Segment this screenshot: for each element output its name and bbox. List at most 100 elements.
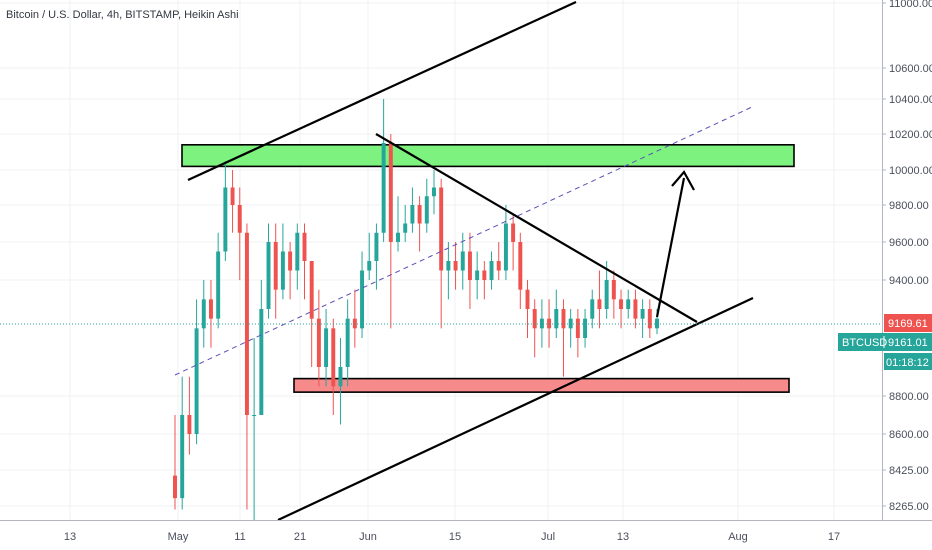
candle-body — [173, 475, 177, 499]
candle-body — [396, 232, 400, 242]
candle-body — [633, 299, 638, 319]
y-tick-label: 9800.00 — [889, 200, 929, 212]
x-tick-label: 13 — [64, 531, 76, 543]
candle-body — [223, 187, 228, 252]
candle-body — [259, 309, 264, 415]
y-tick-label: 11000.00 — [889, 0, 932, 10]
candle-body — [475, 270, 480, 280]
candle-body — [554, 309, 559, 329]
x-tick-label: 13 — [617, 531, 629, 543]
candle-body — [424, 196, 429, 224]
channel-midline — [174, 106, 753, 376]
candle-body — [309, 261, 314, 319]
candle-body — [252, 415, 257, 416]
y-tick-label: 9600.00 — [889, 237, 929, 249]
candle-body — [194, 328, 199, 434]
candles-layer — [173, 99, 659, 521]
candle-body — [446, 261, 451, 271]
candle-body — [388, 143, 393, 242]
x-tick-label: Aug — [728, 531, 748, 543]
drawings-layer — [0, 1, 882, 521]
y-tick-label: 8425.00 — [889, 465, 929, 477]
candle-body — [439, 187, 444, 271]
candle-body — [496, 261, 501, 271]
chart-title: Bitcoin / U.S. Dollar, 4h, BITSTAMP, Hei… — [6, 9, 239, 21]
candle-body — [208, 299, 213, 319]
candle-body — [367, 261, 372, 271]
candle-body — [467, 251, 472, 280]
candle-body — [230, 187, 235, 205]
candle-body — [216, 251, 221, 319]
x-tick-label: 17 — [828, 531, 840, 543]
candle-body — [345, 318, 350, 367]
x-tick-label: 11 — [234, 531, 245, 543]
candle-body — [410, 205, 415, 224]
last-price-label: 9169.61 — [888, 318, 928, 330]
candle-body — [237, 205, 242, 233]
current-price-badge — [838, 333, 932, 351]
price-axis[interactable]: 11000.00 10600.00 10400.00 10200.00 10000.00… — [838, 0, 932, 520]
projection-arrow-shaft — [655, 177, 686, 318]
countdown-badge — [884, 353, 932, 370]
candle-body — [417, 205, 422, 224]
candle-body — [604, 280, 609, 309]
zones-layer — [181, 144, 795, 393]
candle-body — [597, 299, 602, 309]
candle-body — [201, 299, 206, 329]
candle-body — [489, 261, 494, 280]
y-tick-label: 10200.00 — [889, 129, 932, 141]
candle-body — [266, 242, 271, 309]
x-tick-label: 21 — [294, 531, 306, 543]
candle-body — [626, 299, 631, 309]
y-tick-label: 8800.00 — [889, 391, 929, 403]
symbol-label: BTCUSD — [842, 337, 887, 349]
candle-body — [619, 299, 624, 309]
candle-body — [331, 328, 336, 387]
x-tick-label: May — [168, 531, 189, 543]
countdown-label: 01:18:12 — [886, 357, 929, 369]
y-tick-label: 10600.00 — [889, 63, 932, 75]
candle-body — [640, 309, 645, 319]
candle-body — [302, 232, 307, 261]
candle-body — [338, 367, 343, 387]
candle-body — [324, 328, 329, 367]
time-axis[interactable]: 13 May 11 21 Jun 15 Jul 13 Aug 17 — [0, 520, 932, 544]
candle-body — [532, 309, 537, 329]
candle-body — [180, 415, 185, 499]
candle-body — [432, 187, 436, 197]
y-tick-label: 9400.00 — [889, 275, 929, 287]
candle-body — [503, 223, 508, 271]
candle-body — [647, 309, 652, 329]
candle-body — [460, 251, 465, 271]
candle-body — [539, 318, 544, 329]
x-tick-label: Jul — [541, 531, 555, 543]
candle-body — [374, 232, 379, 261]
lower-channel-line — [277, 297, 754, 521]
descending-trendline — [375, 133, 698, 323]
candle-body — [611, 280, 616, 300]
y-tick-label: 10400.00 — [889, 94, 932, 106]
last-price-badge — [884, 314, 932, 332]
current-price-label: 9161.01 — [888, 337, 928, 349]
x-tick-label: 15 — [449, 531, 461, 543]
upper-channel-line — [187, 1, 577, 181]
candle-body — [360, 270, 365, 329]
candle-body — [316, 318, 321, 367]
candle-body — [403, 223, 408, 233]
candle-body — [273, 242, 278, 290]
y-tick-label: 8265.00 — [889, 501, 929, 513]
candle-body — [525, 289, 530, 309]
candle-body — [453, 261, 458, 271]
support-zone — [293, 377, 790, 393]
candle-body — [575, 318, 580, 338]
candle-body — [381, 143, 386, 233]
candle-body — [561, 309, 566, 329]
projection-arrow-head — [671, 170, 695, 191]
candle-body — [482, 270, 487, 280]
resistance-zone — [181, 144, 795, 168]
y-tick-label: 8600.00 — [889, 429, 929, 441]
x-tick-label: Jun — [359, 531, 377, 543]
candle-body — [295, 232, 300, 271]
candle-body — [583, 318, 588, 338]
